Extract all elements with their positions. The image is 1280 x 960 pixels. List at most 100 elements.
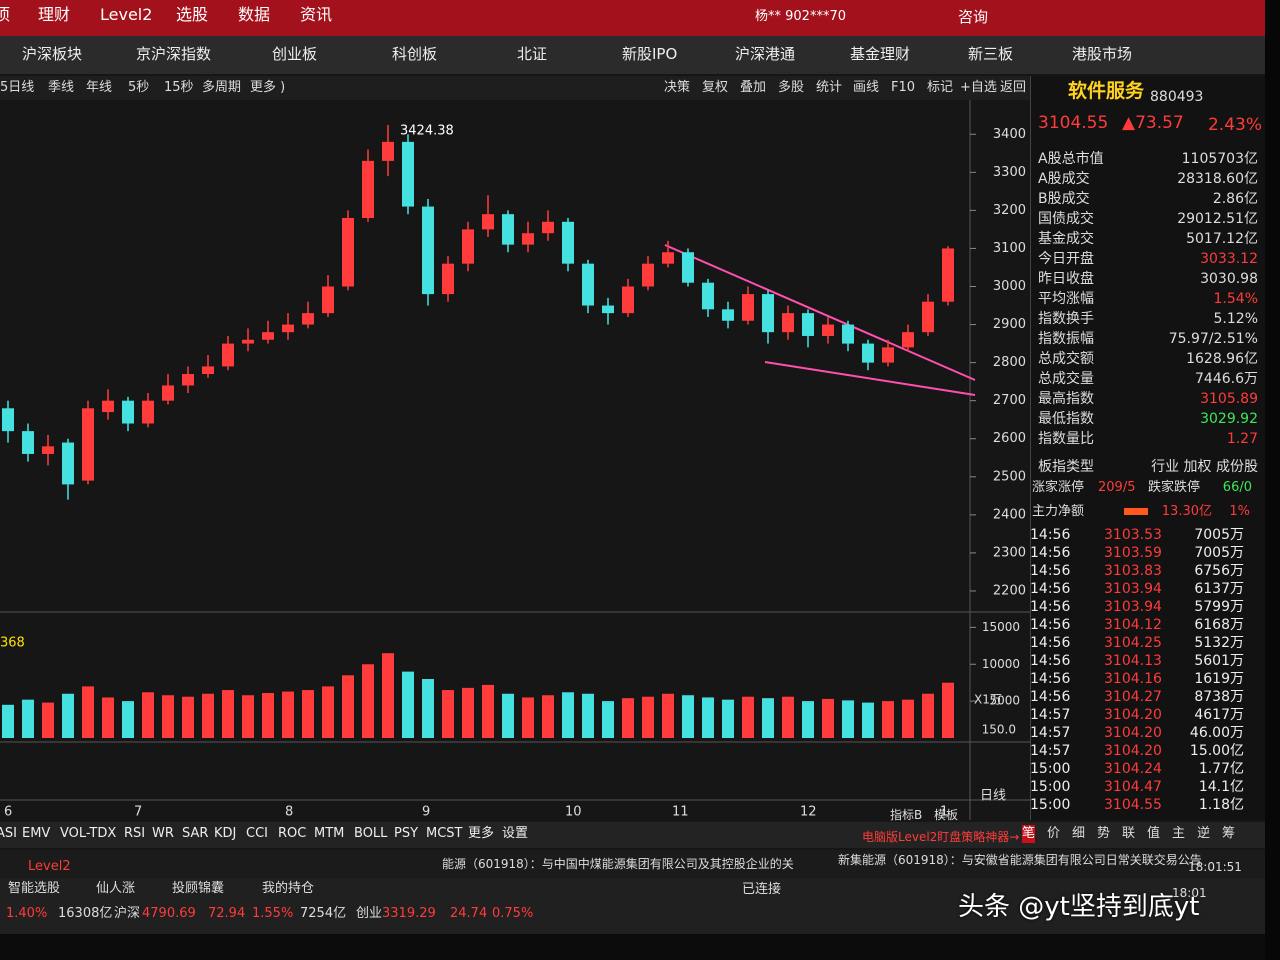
market-tab[interactable]: 北证 bbox=[517, 45, 548, 63]
market-tab[interactable]: 京沪深指数 bbox=[136, 45, 212, 63]
indicator-tab[interactable]: ROC bbox=[278, 826, 307, 841]
market-tab[interactable]: 创业板 bbox=[272, 45, 318, 63]
panel-tab[interactable]: 联 bbox=[1122, 826, 1136, 841]
quote-price: 3104.55 bbox=[1038, 113, 1109, 133]
volume-bar bbox=[622, 698, 634, 738]
tool-button[interactable]: +自选 bbox=[960, 80, 997, 95]
market-tab[interactable]: 科创板 bbox=[392, 45, 438, 63]
market-tab[interactable]: 港股市场 bbox=[1072, 45, 1133, 63]
period-button[interactable]: 年线 bbox=[86, 80, 113, 95]
tick-price: 3104.24 bbox=[1104, 761, 1162, 777]
tick-time: 14:56 bbox=[1030, 599, 1071, 615]
indicator-tab[interactable]: PSY bbox=[394, 826, 419, 841]
date-label: 12 bbox=[800, 805, 817, 820]
indicator-tab[interactable]: SAR bbox=[182, 826, 209, 841]
indicator-tab[interactable]: EMV bbox=[22, 826, 51, 841]
market-tab[interactable]: 沪深港通 bbox=[735, 45, 796, 63]
indicator-tab[interactable]: MCST bbox=[426, 826, 463, 841]
volume-bar bbox=[742, 696, 754, 738]
menu-item[interactable]: 资讯 bbox=[300, 5, 333, 24]
tool-button[interactable]: 统计 bbox=[816, 80, 843, 95]
footer-tool[interactable]: 我的持仓 bbox=[262, 881, 315, 896]
consult-button[interactable]: 咨询 bbox=[958, 8, 989, 26]
menu-item[interactable]: Level2 bbox=[100, 5, 153, 24]
period-button[interactable]: 季线 bbox=[48, 80, 75, 95]
market-summary: 16308亿 bbox=[58, 906, 113, 921]
stat-value: 7446.6万 bbox=[1195, 371, 1258, 387]
stat-label: 今日开盘 bbox=[1038, 251, 1094, 267]
indicator-tab[interactable]: VOL-TDX bbox=[60, 826, 117, 841]
tool-button[interactable]: 返回 bbox=[1000, 80, 1027, 95]
news-item[interactable]: 新集能源（601918）：与安徽省能源集团有限公司日常关联交易公告 bbox=[838, 853, 1202, 867]
menu-item[interactable]: 项 bbox=[0, 5, 11, 24]
indicator-tab[interactable]: MTM bbox=[314, 826, 345, 841]
tool-button[interactable]: 标记 bbox=[927, 80, 954, 95]
candle-body bbox=[202, 366, 214, 375]
side-tab[interactable]: 模板 bbox=[934, 808, 959, 822]
panel-tab[interactable]: 筹 bbox=[1222, 826, 1236, 841]
menu-item[interactable]: 理财 bbox=[38, 5, 71, 24]
stat-label: 指数量比 bbox=[1038, 431, 1094, 447]
stat-value: 1.27 bbox=[1226, 431, 1258, 447]
market-tab[interactable]: 基金理财 bbox=[850, 45, 911, 63]
stat-value: 1105703亿 bbox=[1181, 151, 1258, 167]
menu-item[interactable]: 选股 bbox=[176, 5, 209, 24]
news-item[interactable]: 能源（601918）：与中国中煤能源集团有限公司及其控股企业的关 bbox=[442, 857, 794, 871]
volume-bar bbox=[642, 696, 654, 738]
tick-time: 14:57 bbox=[1030, 743, 1071, 759]
indicator-tab[interactable]: WR bbox=[152, 826, 174, 841]
panel-tab[interactable]: 主 bbox=[1172, 826, 1186, 841]
indicator-tab[interactable]: 设置 bbox=[502, 826, 529, 841]
period-button[interactable]: 更多 ) bbox=[250, 80, 286, 95]
tool-button[interactable]: 复权 bbox=[702, 80, 729, 95]
indicator-tab[interactable]: RSI bbox=[124, 826, 146, 841]
tick-price: 3104.13 bbox=[1104, 653, 1162, 669]
volume-tick-label: 5000 bbox=[989, 694, 1020, 708]
candle-body bbox=[122, 400, 134, 424]
panel-tab[interactable]: 值 bbox=[1147, 826, 1161, 841]
tool-button[interactable]: 决策 bbox=[664, 80, 691, 95]
footer-tool[interactable]: 智能选股 bbox=[8, 881, 61, 896]
tool-button[interactable]: F10 bbox=[891, 80, 916, 95]
side-tab[interactable]: 指标B bbox=[890, 808, 923, 822]
flow-bar bbox=[1124, 508, 1148, 515]
panel-tab[interactable]: 价 bbox=[1047, 826, 1061, 841]
indicator-tab[interactable]: ASI bbox=[0, 826, 17, 841]
panel-tab[interactable]: 逆 bbox=[1197, 826, 1211, 841]
indicator-tab[interactable]: CCI bbox=[246, 826, 268, 841]
candle-body bbox=[362, 160, 374, 218]
y-tick-label: 2700 bbox=[993, 393, 1026, 408]
stat-label: 国债成交 bbox=[1038, 211, 1094, 227]
period-button[interactable]: 15秒 bbox=[164, 80, 194, 95]
menu-bar bbox=[0, 0, 1265, 36]
period-button[interactable]: 多周期 bbox=[202, 80, 242, 95]
clock: 18:01:51 bbox=[1188, 860, 1242, 874]
panel-tab[interactable]: 笔 bbox=[1022, 825, 1036, 843]
tick-time: 14:56 bbox=[1030, 653, 1071, 669]
candle-body bbox=[62, 442, 74, 485]
market-tab[interactable]: 新三板 bbox=[968, 45, 1014, 63]
candle-body bbox=[802, 313, 814, 336]
period-button[interactable]: 5秒 bbox=[128, 80, 150, 95]
candle-body bbox=[282, 324, 294, 333]
footer-tool[interactable]: 投顾锦囊 bbox=[172, 881, 225, 896]
candle-body bbox=[382, 141, 394, 161]
panel-tab[interactable]: 势 bbox=[1097, 826, 1111, 841]
market-tab[interactable]: 新股IPO bbox=[622, 45, 678, 63]
indicator-tab[interactable]: 更多 bbox=[468, 826, 495, 841]
period-button[interactable]: 5日线 bbox=[0, 80, 35, 95]
promo-link[interactable]: 电脑版Level2盯盘策略神器→ bbox=[862, 830, 1020, 844]
tool-button[interactable]: 画线 bbox=[853, 80, 880, 95]
volume-bar bbox=[862, 702, 874, 738]
indicator-tab[interactable]: BOLL bbox=[354, 826, 388, 841]
tool-button[interactable]: 叠加 bbox=[740, 80, 767, 95]
volume-bar bbox=[602, 701, 614, 738]
indicator-tab[interactable]: KDJ bbox=[214, 826, 237, 841]
menu-item[interactable]: 数据 bbox=[238, 5, 271, 24]
market-tab[interactable]: 沪深板块 bbox=[22, 45, 83, 63]
volume-bar bbox=[762, 698, 774, 738]
footer-tool[interactable]: 仙人涨 bbox=[96, 881, 136, 896]
panel-tab[interactable]: 细 bbox=[1072, 826, 1086, 841]
tool-button[interactable]: 多股 bbox=[778, 80, 805, 95]
